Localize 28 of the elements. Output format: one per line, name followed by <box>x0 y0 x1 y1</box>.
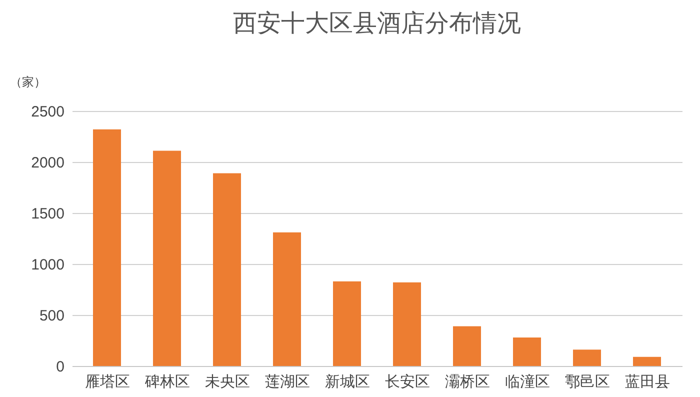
y-tick-label: 0 <box>56 358 64 376</box>
chart-title: 西安十大区县酒店分布情况 <box>233 9 521 37</box>
x-tick-label: 临潼区 <box>505 372 550 390</box>
y-tick-label: 1000 <box>31 256 64 274</box>
bar <box>513 337 541 366</box>
x-tick-label: 蓝田县 <box>625 372 670 390</box>
y-tick-label: 1500 <box>31 206 64 222</box>
bar <box>333 281 361 366</box>
x-tick-label: 未央区 <box>205 372 250 390</box>
y-tick-label: 2500 <box>31 104 64 120</box>
x-tick-label: 雁塔区 <box>85 372 130 390</box>
bar <box>93 129 121 366</box>
bar <box>273 232 301 366</box>
x-tick-label: 碑林区 <box>144 372 190 390</box>
x-tick-label: 鄠邑区 <box>565 372 610 390</box>
y-tick-label: 2000 <box>31 154 64 172</box>
bar <box>573 350 601 366</box>
bar <box>153 150 181 366</box>
x-tick-label: 莲湖区 <box>265 372 310 390</box>
bar <box>213 173 241 366</box>
bar <box>453 326 481 366</box>
bar <box>393 282 421 366</box>
y-axis-title: （家） <box>10 75 46 89</box>
x-tick-label: 长安区 <box>385 372 430 390</box>
y-tick-label: 500 <box>39 308 64 324</box>
x-tick-label: 新城区 <box>325 372 370 390</box>
bar <box>633 356 661 366</box>
x-tick-label: 灞桥区 <box>445 372 490 390</box>
